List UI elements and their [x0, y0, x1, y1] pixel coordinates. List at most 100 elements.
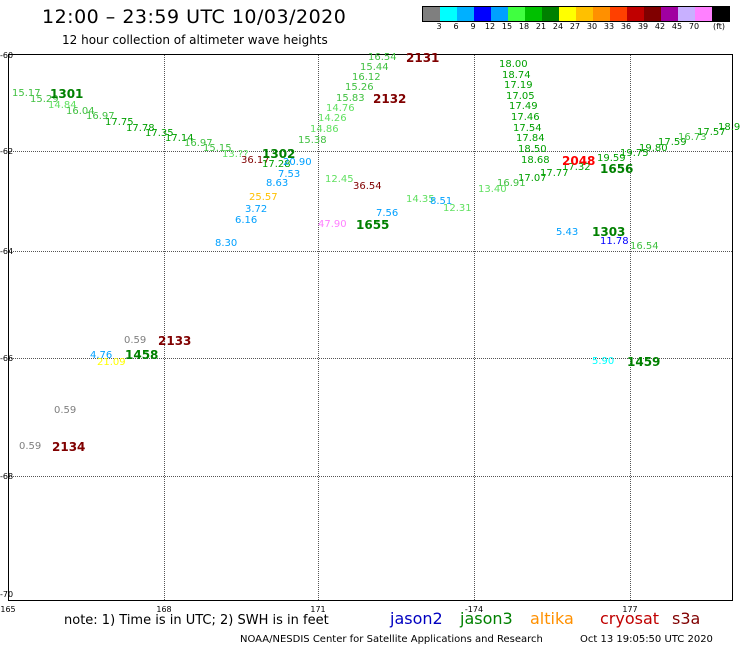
wave-height-value: 8.63: [266, 178, 289, 189]
color-scale-label: 15: [501, 22, 513, 31]
wave-height-value: 15.44: [360, 62, 389, 73]
parallel-line: [9, 251, 732, 252]
wave-height-value: 13.??: [222, 149, 249, 160]
wave-height-value: 8.30: [215, 238, 238, 249]
wave-height-value: 17.35: [145, 128, 174, 139]
wave-height-value: 8.51: [430, 196, 453, 207]
footer-note: note: 1) Time is in UTC; 2) SWH is in fe…: [64, 613, 329, 628]
color-scale-label: 42: [654, 22, 666, 31]
wave-height-value: 5.43: [556, 227, 579, 238]
longitude-label: 168: [156, 605, 172, 614]
map-plot-area: [8, 54, 733, 601]
pass-time-label: 2134: [52, 440, 86, 454]
longitude-label: 177: [622, 605, 638, 614]
pass-time-label: 2133: [158, 334, 192, 348]
wave-height-value: 47.90: [318, 219, 347, 230]
latitude-label: -70: [0, 590, 14, 599]
color-swatch: [440, 7, 457, 21]
wave-height-value: 25.57: [249, 192, 278, 203]
wave-height-value: 36.54: [353, 181, 382, 192]
wave-height-value: 16.54: [630, 241, 659, 252]
color-swatch: [474, 7, 491, 21]
wave-height-value: 17.75: [105, 117, 134, 128]
wave-height-value: 16.04: [66, 106, 95, 117]
wave-height-value: 5.90: [592, 356, 615, 367]
wave-height-value: 18.50: [518, 144, 547, 155]
color-scale-label: 12: [484, 22, 496, 31]
wave-height-value: 17.54: [513, 123, 542, 134]
color-scale-label: 30: [586, 22, 598, 31]
color-scale-label: 21: [535, 22, 547, 31]
color-scale-label: 36: [620, 22, 632, 31]
wave-height-value: 15.29: [30, 94, 59, 105]
wave-height-value: 17.14: [165, 133, 194, 144]
wave-height-value: 12.31: [443, 203, 472, 214]
wave-height-value: 14.76: [326, 103, 355, 114]
latitude-label: -60: [0, 51, 14, 60]
color-scale-label: (ft): [712, 22, 726, 31]
color-swatch: [610, 7, 627, 21]
color-swatch: [525, 7, 542, 21]
wave-height-value: 36.17: [241, 155, 270, 166]
wave-height-value: 0.59: [54, 405, 77, 416]
wave-height-value: 14.35: [406, 194, 435, 205]
generation-timestamp: Oct 13 19:05:50 UTC 2020: [580, 634, 713, 645]
wave-height-value: 17.59: [658, 137, 687, 148]
latitude-label: -64: [0, 247, 14, 256]
wave-height-value: 7.56: [376, 208, 399, 219]
wave-height-value: 17.78: [126, 123, 155, 134]
wave-height-value: 15.15: [203, 143, 232, 154]
color-swatch: [423, 7, 440, 21]
latitude-label: -66: [0, 354, 14, 363]
wave-height-value: 19.80: [639, 143, 668, 154]
wave-height-value: 0.59: [19, 441, 42, 452]
color-swatch: [678, 7, 695, 21]
meridian-line: [164, 55, 165, 600]
wave-height-value: 17.28: [262, 159, 291, 170]
meridian-line: [474, 55, 475, 600]
parallel-line: [9, 476, 732, 477]
wave-height-value: 17.77: [540, 168, 569, 179]
color-scale-label: 6: [453, 22, 459, 31]
color-swatch: [559, 7, 576, 21]
color-scale-label: 3: [436, 22, 442, 31]
color-scale-label: 45: [671, 22, 683, 31]
pass-time-label: 1302: [262, 147, 296, 161]
wave-height-value: 15.17: [12, 88, 41, 99]
wave-height-value: 11.78: [600, 236, 629, 247]
satellite-legend-cryosat: cryosat: [600, 609, 660, 628]
pass-time-label: 1656: [600, 162, 634, 176]
wave-height-value: 17.07: [518, 173, 547, 184]
color-swatch: [712, 7, 729, 21]
color-swatch: [593, 7, 610, 21]
pass-time-label: 1655: [356, 218, 390, 232]
color-swatch: [491, 7, 508, 21]
wave-height-value: 18.00: [499, 59, 528, 70]
satellite-legend-jason3: jason3: [460, 609, 513, 628]
color-scale-label: 33: [603, 22, 615, 31]
wave-height-value: 14.26: [318, 113, 347, 124]
longitude-label: 171: [310, 605, 326, 614]
meridian-line: [630, 55, 631, 600]
wave-height-value: 3.72: [245, 204, 268, 215]
color-scale-bar: [422, 6, 730, 22]
wave-height-value: 6.16: [235, 215, 258, 226]
wave-height-value: 17.32: [562, 162, 591, 173]
color-swatch: [576, 7, 593, 21]
color-scale-label: 39: [637, 22, 649, 31]
pass-time-label: 1458: [125, 348, 159, 362]
color-swatch: [508, 7, 525, 21]
color-scale-label: 24: [552, 22, 564, 31]
longitude-label: 165: [0, 605, 16, 614]
pass-time-label: 2132: [373, 92, 407, 106]
wave-height-value: 18.9: [718, 122, 740, 133]
pass-time-label: 2048: [562, 154, 596, 168]
meridian-line: [318, 55, 319, 600]
wave-height-value: 15.83: [336, 93, 365, 104]
wave-height-value: 20.90: [283, 157, 312, 168]
parallel-line: [9, 358, 732, 359]
wave-height-value: 13.40: [478, 184, 507, 195]
wave-height-value: 14.84: [48, 100, 77, 111]
wave-height-value: 12.45: [325, 174, 354, 185]
wave-height-value: 16.91: [497, 178, 526, 189]
